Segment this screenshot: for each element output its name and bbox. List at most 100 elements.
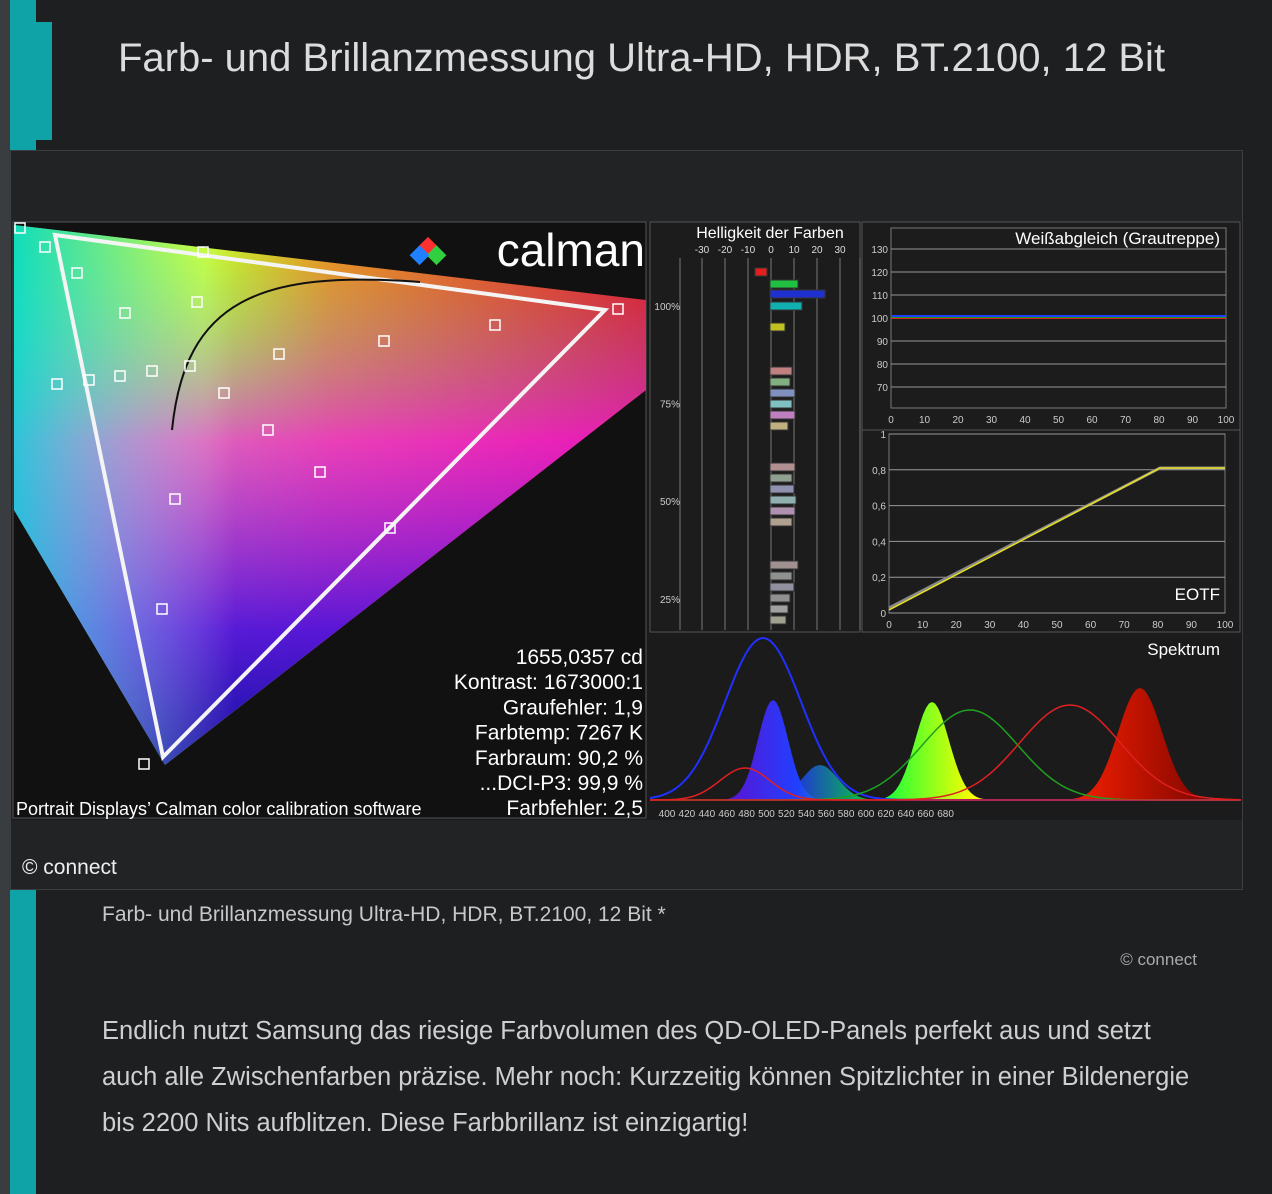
target-marker (197, 246, 209, 258)
caption: Farb- und Brillanzmessung Ultra-HD, HDR,… (102, 903, 666, 926)
stat-line: ...DCI-P3: 99,9 % (480, 772, 643, 795)
spectrum-curve (650, 767, 1241, 801)
x-tick-label: 600 (858, 809, 875, 820)
brightness-bar (769, 517, 793, 527)
y-tick-label: 110 (872, 291, 888, 302)
x-tick-label: 20 (951, 620, 963, 631)
y-tick-label: 90 (877, 337, 889, 348)
target-marker (71, 267, 83, 279)
x-tick-label: 660 (917, 809, 934, 820)
target-marker (384, 522, 396, 534)
x-tick-label: 580 (838, 809, 855, 820)
y-tick-label: 100% (654, 302, 680, 313)
x-tick-label: 440 (698, 809, 715, 820)
x-tick-label: 500 (758, 809, 775, 820)
target-marker (83, 374, 95, 386)
x-tick-label: 90 (1187, 415, 1199, 426)
x-tick-label: 30 (986, 415, 998, 426)
y-tick-label: 0,8 (872, 466, 886, 477)
x-tick-label: -10 (741, 245, 756, 256)
x-tick-label: 100 (1217, 620, 1234, 631)
y-tick-label: 120 (871, 268, 888, 279)
target-marker (138, 758, 150, 770)
x-tick-label: 30 (834, 245, 846, 256)
left-edge (0, 0, 10, 1194)
x-tick-label: 480 (738, 809, 755, 820)
target-marker (273, 348, 285, 360)
x-tick-label: 70 (1120, 415, 1132, 426)
target-marker (119, 307, 131, 319)
target-marker (218, 387, 230, 399)
y-tick-label: 1 (880, 430, 886, 441)
target-marker (262, 424, 274, 436)
target-marker (146, 365, 158, 377)
brightness-bar (769, 560, 799, 570)
x-tick-label: 0 (886, 620, 892, 631)
y-tick-label: 0,2 (872, 573, 886, 584)
brightness-bar (769, 410, 796, 420)
y-tick-label: 25% (660, 595, 680, 606)
software-note: Portrait Displays’ Calman color calibrat… (16, 799, 421, 819)
brightness-bar (769, 322, 786, 332)
panel (861, 221, 1241, 431)
target-marker (156, 603, 168, 615)
x-tick-label: 10 (917, 620, 929, 631)
spectrum-fill (650, 702, 1242, 800)
x-tick-label: 0 (888, 415, 894, 426)
panel-title: Weißabgleich (Grautreppe) (1015, 229, 1220, 248)
x-tick-label: 540 (798, 809, 815, 820)
target-marker (191, 296, 203, 308)
panel (649, 221, 861, 633)
brightness-bar (769, 604, 789, 614)
x-tick-label: 520 (778, 809, 795, 820)
x-tick-label: 70 (1119, 620, 1131, 631)
caption-credit: © connect (1120, 950, 1197, 969)
brightness-bar (769, 484, 795, 494)
spectrum-fill (650, 688, 1242, 800)
x-tick-label: 10 (788, 245, 800, 256)
x-tick-label: 40 (1018, 620, 1030, 631)
accent-tab (36, 22, 52, 140)
stat-line: Graufehler: 1,9 (503, 696, 643, 719)
y-tick-label: 0,6 (872, 502, 886, 513)
brightness-bar (769, 289, 826, 299)
target-marker (489, 319, 501, 331)
stat-line: Kontrast: 1673000:1 (454, 671, 643, 694)
brightness-bar (769, 571, 793, 581)
x-tick-label: 420 (679, 809, 696, 820)
brightness-bar (769, 506, 796, 516)
x-tick-label: 460 (718, 809, 735, 820)
x-tick-label: 100 (1218, 415, 1235, 426)
target-marker (14, 222, 26, 234)
y-tick-label: 0 (880, 609, 886, 620)
target-marker (39, 241, 51, 253)
y-tick-label: 100 (871, 314, 888, 325)
brightness-bar (769, 615, 787, 625)
brightness-bar (769, 301, 803, 311)
y-tick-label: 80 (877, 360, 889, 371)
x-tick-label: 80 (1152, 620, 1164, 631)
x-tick-label: 50 (1051, 620, 1063, 631)
logo: calman (497, 224, 645, 276)
y-tick-label: 50% (660, 497, 680, 508)
x-tick-label: 60 (1086, 415, 1098, 426)
stat-line: Farbraum: 90,2 % (475, 747, 643, 770)
brightness-bar (769, 593, 791, 603)
brightness-bar (769, 582, 795, 592)
brightness-bar (769, 388, 796, 398)
x-tick-label: 640 (897, 809, 914, 820)
stat-line: Farbfehler: 2,5 (506, 797, 643, 820)
target-marker (184, 360, 196, 372)
brightness-bar (769, 473, 793, 483)
brightness-bar (769, 495, 797, 505)
panel-title: Helligkeit der Farben (696, 225, 844, 242)
x-tick-label: 90 (1186, 620, 1198, 631)
x-tick-label: -20 (718, 245, 733, 256)
x-tick-label: 40 (1019, 415, 1031, 426)
panel (861, 429, 1241, 633)
page-title: Farb- und Brillanzmessung Ultra-HD, HDR,… (118, 36, 1166, 80)
y-tick-label: 75% (660, 400, 680, 411)
y-tick-label: 130 (871, 245, 888, 256)
